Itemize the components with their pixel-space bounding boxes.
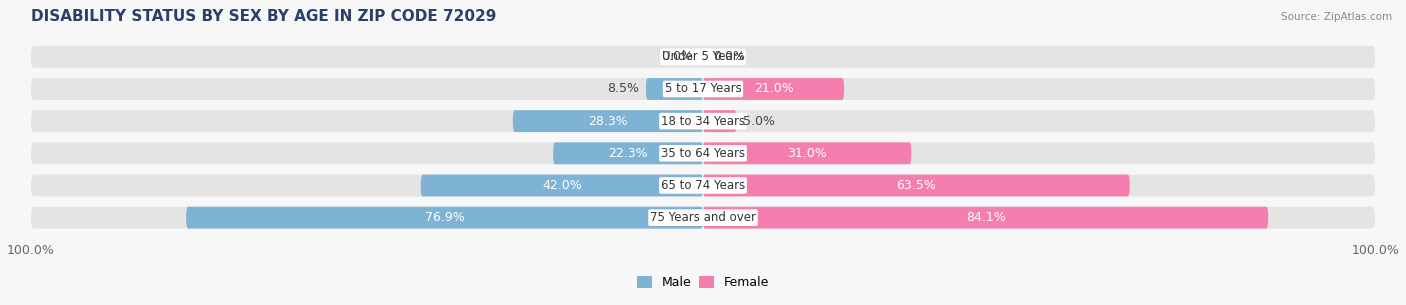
FancyBboxPatch shape xyxy=(31,207,1375,228)
FancyBboxPatch shape xyxy=(513,110,703,132)
FancyBboxPatch shape xyxy=(31,142,1375,164)
Text: Under 5 Years: Under 5 Years xyxy=(662,50,744,63)
FancyBboxPatch shape xyxy=(703,110,737,132)
FancyBboxPatch shape xyxy=(31,174,1375,196)
Text: 21.0%: 21.0% xyxy=(754,82,793,95)
Text: 63.5%: 63.5% xyxy=(897,179,936,192)
Text: DISABILITY STATUS BY SEX BY AGE IN ZIP CODE 72029: DISABILITY STATUS BY SEX BY AGE IN ZIP C… xyxy=(31,9,496,24)
Text: 0.0%: 0.0% xyxy=(661,50,693,63)
FancyBboxPatch shape xyxy=(645,78,703,100)
FancyBboxPatch shape xyxy=(553,142,703,164)
FancyBboxPatch shape xyxy=(186,207,703,228)
Text: 31.0%: 31.0% xyxy=(787,147,827,160)
FancyBboxPatch shape xyxy=(31,110,1375,132)
Text: 84.1%: 84.1% xyxy=(966,211,1005,224)
Text: 5 to 17 Years: 5 to 17 Years xyxy=(665,82,741,95)
FancyBboxPatch shape xyxy=(703,207,1268,228)
Text: Source: ZipAtlas.com: Source: ZipAtlas.com xyxy=(1281,12,1392,22)
Text: 42.0%: 42.0% xyxy=(541,179,582,192)
FancyBboxPatch shape xyxy=(31,78,1375,100)
Text: 65 to 74 Years: 65 to 74 Years xyxy=(661,179,745,192)
Legend: Male, Female: Male, Female xyxy=(637,276,769,289)
Text: 28.3%: 28.3% xyxy=(588,115,627,127)
Text: 75 Years and over: 75 Years and over xyxy=(650,211,756,224)
FancyBboxPatch shape xyxy=(31,46,1375,68)
Text: 5.0%: 5.0% xyxy=(744,115,775,127)
Text: 18 to 34 Years: 18 to 34 Years xyxy=(661,115,745,127)
Text: 35 to 64 Years: 35 to 64 Years xyxy=(661,147,745,160)
Text: 8.5%: 8.5% xyxy=(607,82,640,95)
Text: 22.3%: 22.3% xyxy=(609,147,648,160)
FancyBboxPatch shape xyxy=(703,142,911,164)
FancyBboxPatch shape xyxy=(420,174,703,196)
FancyBboxPatch shape xyxy=(703,174,1130,196)
Text: 0.0%: 0.0% xyxy=(713,50,745,63)
FancyBboxPatch shape xyxy=(703,78,844,100)
Text: 76.9%: 76.9% xyxy=(425,211,464,224)
